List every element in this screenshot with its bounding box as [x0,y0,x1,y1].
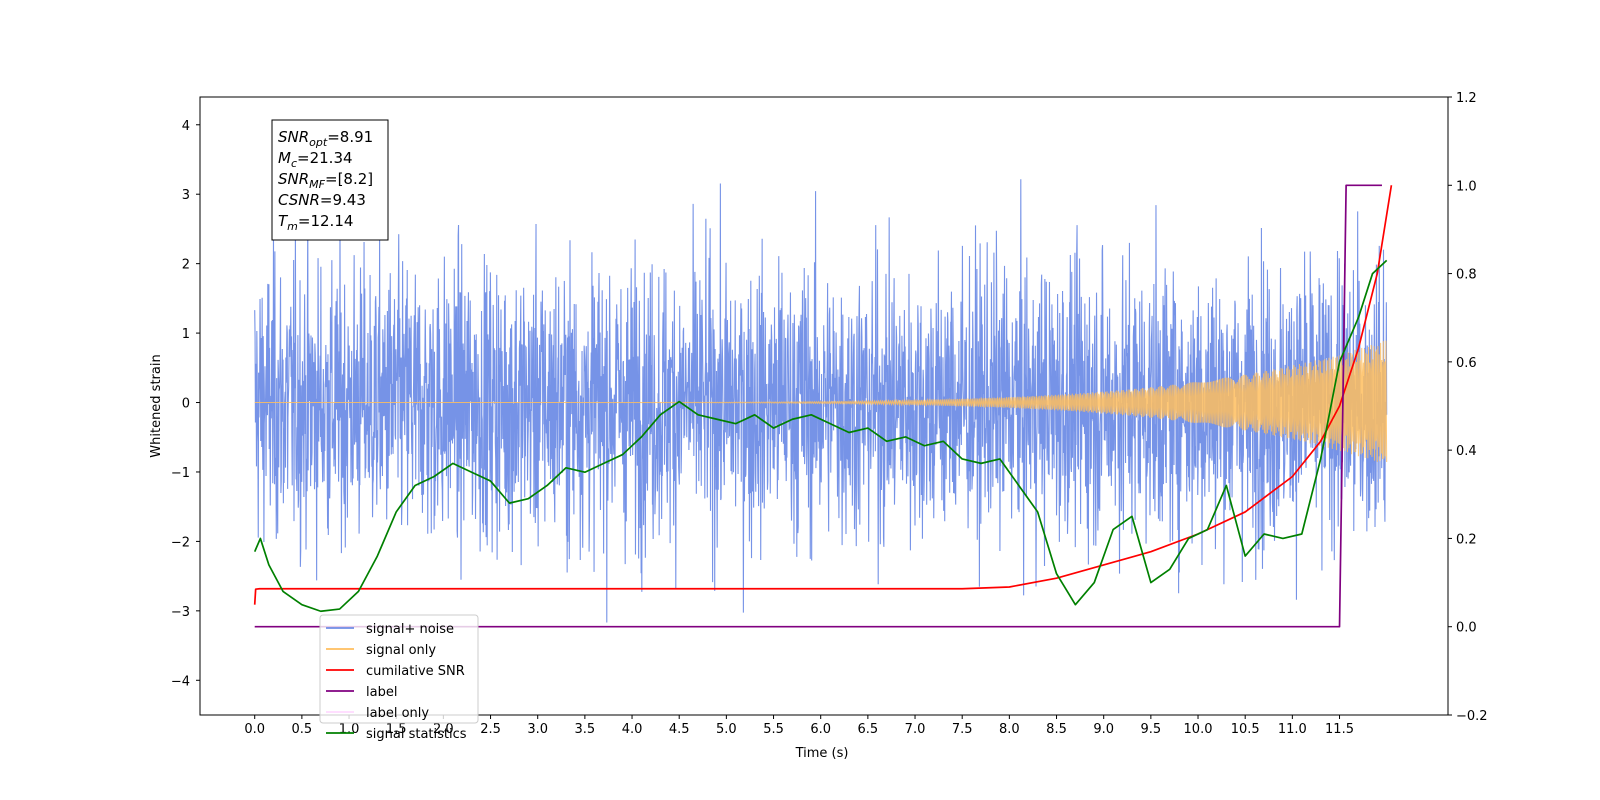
legend-entry: label only [366,706,429,721]
y2-tick-label: 0.8 [1456,268,1477,283]
annotation-line: Tm=12.14 [278,212,353,233]
y2-tick-label: 0.6 [1456,356,1477,371]
x-tick-label: 2.0 [433,722,454,737]
x-tick-label: 0.0 [244,722,265,737]
x-tick-label: 5.5 [763,722,784,737]
y-axis-label: Whitened strain [149,354,164,457]
y2-tick-label: 1.2 [1456,91,1477,106]
y-tick-label: −3 [171,605,190,620]
annotation-frame [271,119,389,241]
y2-tick-label: −0.2 [1456,709,1488,724]
series-signal-noise-line [254,179,1388,623]
plot-frame [199,96,1449,716]
x-tick-label: 9.0 [1093,722,1114,737]
x-tick-label: 3.5 [575,722,596,737]
y2-tick-label: 0.2 [1456,532,1477,547]
series-layer [253,179,1393,628]
y-tick-label: 1 [182,327,190,342]
x-axis-label: Time (s) [795,746,849,761]
legend-entry: signal only [366,643,436,658]
series-signal-only-line [254,340,1388,462]
annotation-line: Mc=21.34 [278,149,353,170]
annotation-line: SNRopt=8.91 [278,128,373,149]
legend-entry: signal statistics [366,727,467,742]
x-tick-label: 11.0 [1278,722,1307,737]
x-tick-label: 10.5 [1231,722,1260,737]
y2-tick-label: 0.0 [1456,621,1477,636]
x-tick-label: 1.0 [339,722,360,737]
x-tick-label: 0.5 [292,722,313,737]
x-tick-label: 4.5 [669,722,690,737]
legend: signal+ noise signal only cumilative SNR la… [319,614,479,742]
x-tick-label: 7.5 [952,722,973,737]
y-tick-label: 4 [182,119,190,134]
annotation-line: CSNR=9.43 [278,191,366,209]
y-tick-label: −4 [171,674,190,689]
series-cumilative-snr-line [253,185,1393,605]
legend-frame [319,614,479,724]
x-tick-label: 9.5 [1141,722,1162,737]
y-tick-label: 3 [182,188,190,203]
x-tick-label: 1.5 [386,722,407,737]
x-tick-label: 2.5 [480,722,501,737]
x-tick-label: 4.0 [622,722,643,737]
x-tick-label: 5.0 [716,722,737,737]
x-tick-label: 8.0 [999,722,1020,737]
x-tick-label: 8.5 [1046,722,1067,737]
x-tick-label: 6.0 [810,722,831,737]
x-tick-label: 11.5 [1325,722,1354,737]
y-tick-label: 0 [182,397,190,412]
x-tick-label: 10.0 [1184,722,1213,737]
x-tick-label: 6.5 [858,722,879,737]
y-tick-label: −2 [171,535,190,550]
y2-tick-label: 0.4 [1456,444,1477,459]
legend-entry: signal+ noise [366,622,454,637]
y2-tick-label: 1.0 [1456,179,1477,194]
legend-entry: cumilative SNR [366,664,465,679]
x-tick-label: 7.0 [905,722,926,737]
legend-entry: label [366,685,397,700]
series-signal-statistics-line [253,259,1388,613]
annotation-line: SNRMF=[8.2] [278,170,373,191]
y-tick-label: −1 [171,466,190,481]
x-tick-label: 3.0 [527,722,548,737]
series-label-line [254,184,1382,628]
y-tick-label: 2 [182,258,190,273]
